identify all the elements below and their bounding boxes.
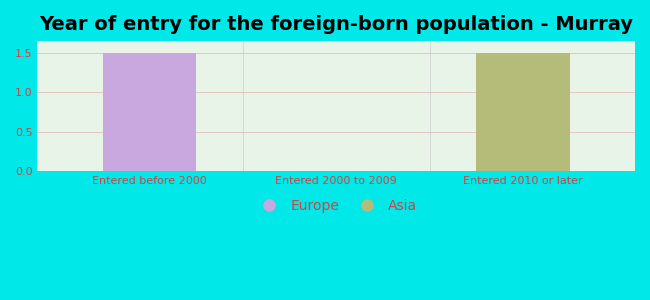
- Title: Year of entry for the foreign-born population - Murray: Year of entry for the foreign-born popul…: [39, 15, 633, 34]
- Legend: Europe, Asia: Europe, Asia: [250, 194, 422, 218]
- Bar: [103, 53, 196, 171]
- Bar: [476, 53, 569, 171]
